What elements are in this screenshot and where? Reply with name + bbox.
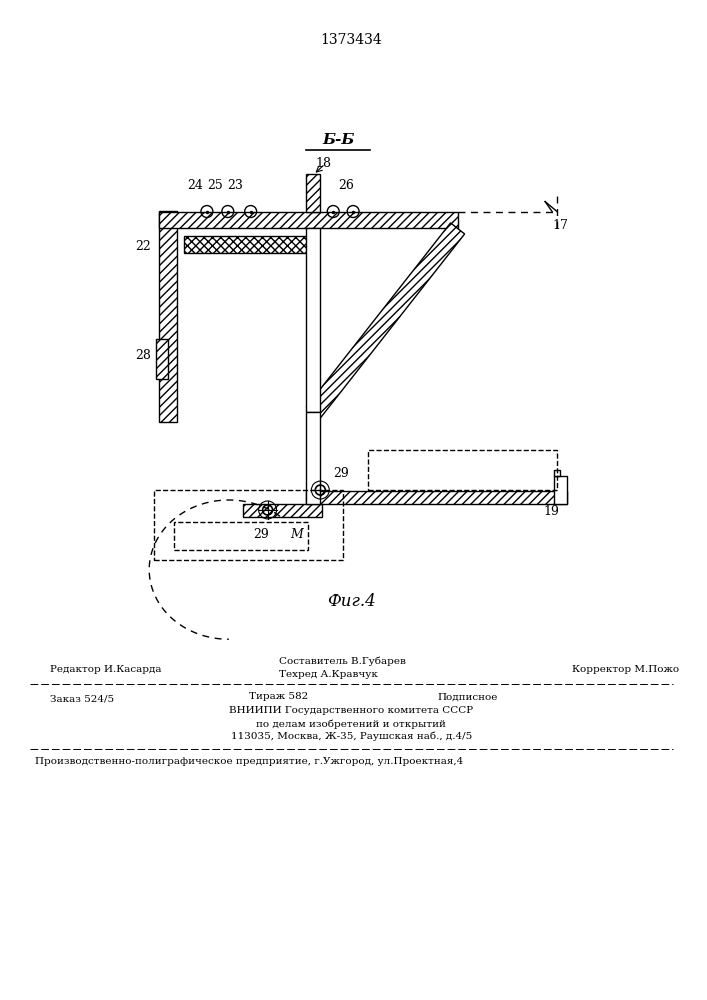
Bar <box>154 490 343 560</box>
Text: М: М <box>291 528 303 541</box>
Text: 22: 22 <box>136 240 151 253</box>
Text: по делам изобретений и открытий: по делам изобретений и открытий <box>256 719 446 729</box>
Text: 18: 18 <box>315 157 332 170</box>
Bar <box>554 470 560 476</box>
Bar <box>156 339 168 379</box>
Bar <box>306 174 320 212</box>
Text: 29: 29 <box>252 528 269 541</box>
Bar <box>368 450 557 490</box>
Text: Фиг.4: Фиг.4 <box>327 593 375 610</box>
Text: Заказ 524/5: Заказ 524/5 <box>49 694 114 703</box>
Bar <box>306 228 320 412</box>
Text: 24: 24 <box>187 179 203 192</box>
Text: 29: 29 <box>333 467 349 480</box>
Text: 23: 23 <box>227 179 243 192</box>
Bar <box>159 211 177 422</box>
Bar <box>243 504 322 517</box>
Text: Корректор М.Пожо: Корректор М.Пожо <box>572 665 679 674</box>
Text: 17: 17 <box>552 219 568 232</box>
Bar <box>554 476 567 504</box>
Text: Производственно-полиграфическое предприятие, г.Ужгород, ул.Проектная,4: Производственно-полиграфическое предприя… <box>35 757 463 766</box>
Bar <box>174 522 308 550</box>
Text: Подписное: Подписное <box>438 692 498 701</box>
Text: Составитель В.Губарев: Составитель В.Губарев <box>279 656 405 666</box>
Text: 113035, Москва, Ж-35, Раушская наб., д.4/5: 113035, Москва, Ж-35, Раушская наб., д.4… <box>230 732 472 741</box>
Polygon shape <box>306 223 464 418</box>
Text: Техред А.Кравчук: Техред А.Кравчук <box>279 670 378 679</box>
Bar <box>306 491 567 504</box>
Text: 28: 28 <box>135 349 151 362</box>
Text: Тираж 582: Тираж 582 <box>249 692 308 701</box>
Text: 25: 25 <box>207 179 223 192</box>
Text: 1373434: 1373434 <box>320 33 382 47</box>
Text: Редактор И.Касарда: Редактор И.Касарда <box>49 665 161 674</box>
Text: ВНИИПИ Государственного комитета СССР: ВНИИПИ Государственного комитета СССР <box>229 706 473 715</box>
Bar <box>159 212 457 228</box>
Text: Б-Б: Б-Б <box>322 133 354 147</box>
Text: 19: 19 <box>543 505 559 518</box>
Bar <box>184 236 308 253</box>
Bar <box>306 412 320 504</box>
Text: 26: 26 <box>338 179 354 192</box>
